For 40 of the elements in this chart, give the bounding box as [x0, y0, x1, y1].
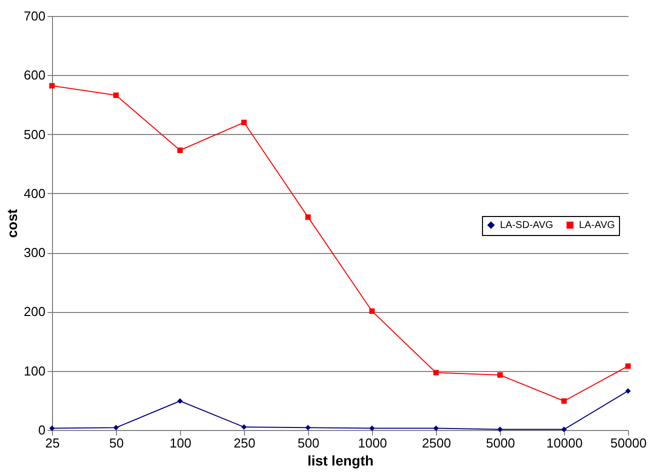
x-tick-label: 5000	[486, 436, 515, 450]
point	[433, 425, 439, 431]
y-tick-label: 500	[24, 126, 46, 142]
point	[625, 363, 631, 369]
point	[497, 426, 503, 432]
x-tick-label: 100	[170, 436, 192, 450]
x-tick-label: 10000	[546, 436, 583, 450]
point	[433, 370, 439, 376]
point	[177, 148, 183, 153]
x-axis-title: list length	[307, 452, 374, 468]
y-tick-label: 700	[24, 8, 46, 24]
point	[241, 120, 247, 126]
x-tick-label: 250	[234, 436, 256, 450]
x-tick-label: 25	[45, 436, 60, 450]
legend-label: LA-AVG	[579, 220, 616, 232]
point	[113, 92, 119, 98]
point	[49, 83, 55, 89]
x-tick-label: 1000	[358, 436, 387, 450]
y-axis-title: cost	[4, 208, 20, 238]
y-tick-label: 600	[24, 68, 46, 83]
x-tick-label: 50000	[610, 436, 647, 450]
point	[369, 425, 375, 431]
point	[113, 424, 119, 430]
point	[561, 426, 567, 432]
point	[241, 424, 247, 430]
y-tick-label: 0	[38, 422, 46, 438]
point	[177, 398, 183, 404]
y-tick-label: 100	[24, 363, 46, 378]
point	[305, 424, 311, 430]
point	[625, 388, 631, 394]
x-tick-label: 2500	[422, 436, 451, 450]
x-tick-label: 50	[109, 436, 124, 450]
point	[369, 308, 375, 314]
y-tick-label: 200	[24, 304, 46, 320]
x-tick-label: 500	[298, 436, 320, 450]
y-tick-label: 400	[24, 186, 46, 201]
point	[561, 398, 567, 404]
legend-label: LA-SD-AVG	[500, 220, 554, 232]
point	[305, 214, 311, 220]
y-tick-label: 300	[24, 245, 46, 260]
